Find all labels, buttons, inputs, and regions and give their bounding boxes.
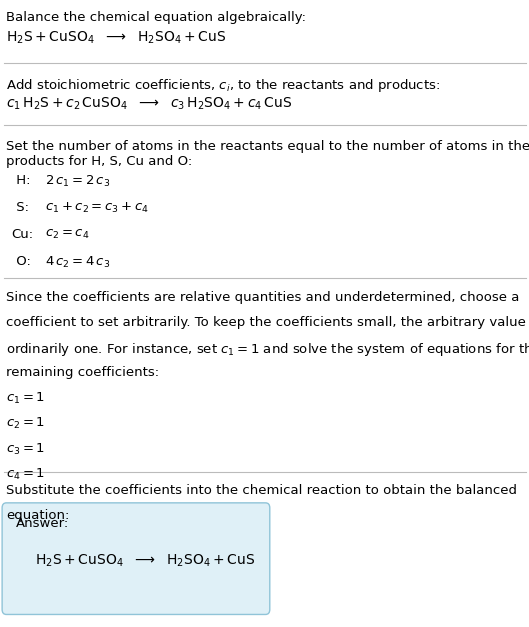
Text: ordinarily one. For instance, set $c_1 = 1$ and solve the system of equations fo: ordinarily one. For instance, set $c_1 =… [6, 341, 529, 358]
Text: $c_1 + c_2 = c_3 + c_4$: $c_1 + c_2 = c_3 + c_4$ [45, 201, 149, 215]
FancyBboxPatch shape [2, 503, 270, 614]
Text: equation:: equation: [6, 509, 70, 522]
Text: $c_2 = c_4$: $c_2 = c_4$ [45, 228, 89, 241]
Text: $4\,c_2 = 4\,c_3$: $4\,c_2 = 4\,c_3$ [45, 255, 111, 270]
Text: $\mathregular{H_2S + CuSO_4 \ \ \longrightarrow \ \ H_2SO_4 + CuS}$: $\mathregular{H_2S + CuSO_4 \ \ \longrig… [35, 553, 256, 569]
Text: Set the number of atoms in the reactants equal to the number of atoms in the: Set the number of atoms in the reactants… [6, 140, 529, 153]
Text: S:: S: [12, 201, 29, 214]
Text: Add stoichiometric coefficients, $c_i$, to the reactants and products:: Add stoichiometric coefficients, $c_i$, … [6, 77, 441, 94]
Text: products for H, S, Cu and O:: products for H, S, Cu and O: [6, 155, 193, 169]
Text: $\mathregular{H_2S + CuSO_4 \ \ \longrightarrow \ \ H_2SO_4 + CuS}$: $\mathregular{H_2S + CuSO_4 \ \ \longrig… [6, 29, 227, 46]
Text: O:: O: [12, 255, 31, 268]
Text: Substitute the coefficients into the chemical reaction to obtain the balanced: Substitute the coefficients into the che… [6, 484, 517, 497]
Text: H:: H: [12, 174, 30, 187]
Text: $c_4 = 1$: $c_4 = 1$ [6, 466, 45, 482]
Text: $c_2 = 1$: $c_2 = 1$ [6, 416, 45, 431]
Text: Since the coefficients are relative quantities and underdetermined, choose a: Since the coefficients are relative quan… [6, 291, 519, 304]
Text: remaining coefficients:: remaining coefficients: [6, 366, 159, 379]
Text: Answer:: Answer: [16, 517, 69, 530]
Text: $c_1\,\mathregular{H_2S} + c_2\,\mathregular{CuSO_4} \ \ \longrightarrow \ \ c_3: $c_1\,\mathregular{H_2S} + c_2\,\mathreg… [6, 95, 293, 112]
Text: Cu:: Cu: [12, 228, 34, 241]
Text: $2\,c_1 = 2\,c_3$: $2\,c_1 = 2\,c_3$ [45, 174, 111, 189]
Text: coefficient to set arbitrarily. To keep the coefficients small, the arbitrary va: coefficient to set arbitrarily. To keep … [6, 316, 529, 329]
Text: Balance the chemical equation algebraically:: Balance the chemical equation algebraica… [6, 11, 306, 24]
Text: $c_3 = 1$: $c_3 = 1$ [6, 441, 45, 456]
Text: $c_1 = 1$: $c_1 = 1$ [6, 391, 45, 406]
